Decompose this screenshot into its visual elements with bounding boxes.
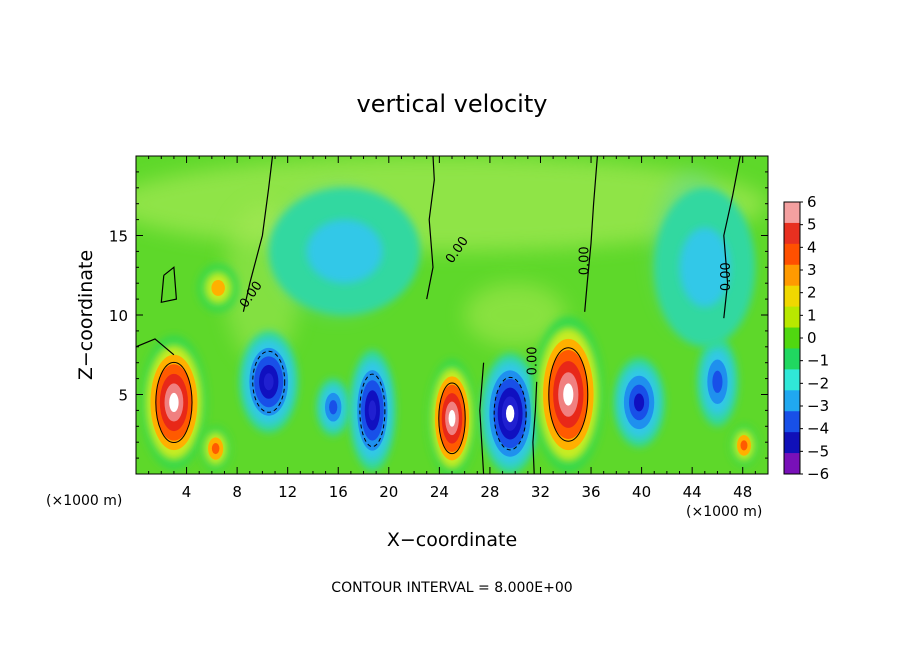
- x-tick-label: 44: [683, 483, 702, 501]
- colorbar-label: 4: [807, 238, 817, 256]
- zero-contour: [532, 381, 538, 474]
- colorbar-label: −4: [807, 420, 829, 438]
- y-tick-label: 5: [118, 387, 128, 405]
- colorbar-label: 1: [807, 306, 817, 324]
- x-tick-label: 40: [632, 483, 651, 501]
- colorbar-swatch: [784, 411, 800, 433]
- background-wash: [464, 283, 566, 347]
- zero-contour: [426, 156, 435, 300]
- y-tick-label: 10: [109, 307, 128, 325]
- colorbar-label: 3: [807, 261, 817, 279]
- colorbar-label: 6: [807, 193, 817, 211]
- colorbar-swatch: [784, 222, 800, 245]
- contour-line: [155, 361, 193, 444]
- colorbar-label: 5: [807, 216, 817, 234]
- contour-line: [438, 382, 466, 455]
- velocity-cell-ring: [368, 400, 377, 421]
- colorbar-swatch: [784, 264, 800, 287]
- velocity-cell-ring: [211, 442, 220, 455]
- x-tick-label: 28: [480, 483, 499, 501]
- velocity-cell-ring: [634, 393, 645, 412]
- x-tick-label: 4: [182, 483, 192, 501]
- colorbar: 6 5 4 3 2 1 0 −1 −2 −3 −4 −5 −6: [783, 193, 829, 483]
- zero-contour: [723, 156, 741, 319]
- contour-line: [493, 376, 527, 451]
- y-tick-label: 15: [109, 228, 128, 246]
- contour-line: [548, 347, 589, 442]
- colorbar-label: −5: [807, 442, 829, 460]
- x-axis-label: X−coordinate: [387, 529, 517, 551]
- colorbar-swatch: [784, 285, 800, 308]
- contour-label: 0.00: [578, 246, 593, 275]
- velocity-cells: [141, 187, 758, 474]
- colorbar-swatch: [784, 348, 800, 370]
- x-unit-left: (×1000 m): [46, 493, 122, 509]
- velocity-cell-ring: [263, 373, 274, 391]
- x-tick-label: 16: [329, 483, 348, 501]
- velocity-cell-ring: [211, 280, 225, 296]
- colorbar-swatch: [784, 243, 800, 266]
- chart-title: vertical velocity: [357, 90, 548, 118]
- x-tick-label: 12: [278, 483, 297, 501]
- colorbar-label: 2: [807, 284, 817, 302]
- colorbar-swatch: [784, 306, 800, 329]
- velocity-cell-ring: [448, 409, 456, 427]
- contour-label: 0.00: [526, 346, 541, 375]
- colorbar-swatch: [784, 369, 800, 391]
- velocity-cell-ring: [740, 440, 748, 451]
- y-axis-ticks: 5 10 15: [109, 171, 768, 459]
- x-tick-label: 20: [379, 483, 398, 501]
- colorbar-swatch: [784, 327, 800, 349]
- velocity-cell-ring: [712, 370, 723, 393]
- contour-interval-footer: CONTOUR INTERVAL = 8.000E+00: [331, 580, 572, 596]
- colorbar-label: 0: [807, 329, 817, 347]
- x-tick-label: 48: [733, 483, 752, 501]
- contour-line: [252, 350, 286, 413]
- zero-contour: [479, 362, 485, 474]
- velocity-cell-ring: [505, 404, 515, 423]
- velocity-cell-ring: [563, 383, 574, 406]
- colorbar-swatch: [784, 453, 800, 475]
- x-tick-label: 24: [430, 483, 449, 501]
- zero-contour: [242, 156, 274, 312]
- zero-contour: [584, 156, 598, 312]
- colorbar-swatch: [784, 432, 800, 454]
- zero-contour: [136, 338, 175, 356]
- colorbar-label: −2: [807, 374, 829, 392]
- x-tick-label: 36: [581, 483, 600, 501]
- contour-line: [359, 373, 386, 448]
- x-tick-label: 8: [232, 483, 242, 501]
- contour-label: 0.00: [719, 262, 734, 291]
- colorbar-swatch: [784, 390, 800, 412]
- velocity-cell-ring: [679, 227, 731, 308]
- y-axis-label: Z−coordinate: [75, 250, 97, 380]
- x-tick-label: 32: [531, 483, 550, 501]
- colorbar-swatch: [784, 202, 800, 224]
- velocity-cell-ring: [329, 400, 338, 415]
- velocity-cell-ring: [169, 392, 179, 412]
- zero-contour: [160, 266, 178, 304]
- plot-area: 0.000.00 0.000.000.00: [136, 156, 768, 474]
- x-axis-ticks: 4 8 12 16 20 24 28 32 36 40 44 48: [148, 156, 756, 501]
- colorbar-label: −6: [807, 465, 829, 483]
- colorbar-label: −1: [807, 352, 829, 370]
- x-unit-right: (×1000 m): [686, 504, 762, 520]
- colorbar-label: −3: [807, 397, 829, 415]
- velocity-cell-ring: [306, 219, 383, 284]
